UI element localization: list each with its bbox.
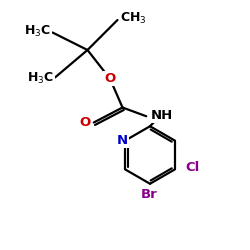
Text: O: O [80, 116, 91, 129]
Text: N: N [117, 134, 128, 147]
Text: Br: Br [140, 188, 157, 201]
Text: H$_3$C: H$_3$C [24, 24, 51, 39]
Text: Cl: Cl [186, 161, 200, 174]
Text: NH: NH [151, 109, 173, 122]
Text: O: O [104, 72, 116, 85]
Text: H$_3$C: H$_3$C [27, 71, 54, 86]
Text: CH$_3$: CH$_3$ [120, 11, 147, 26]
